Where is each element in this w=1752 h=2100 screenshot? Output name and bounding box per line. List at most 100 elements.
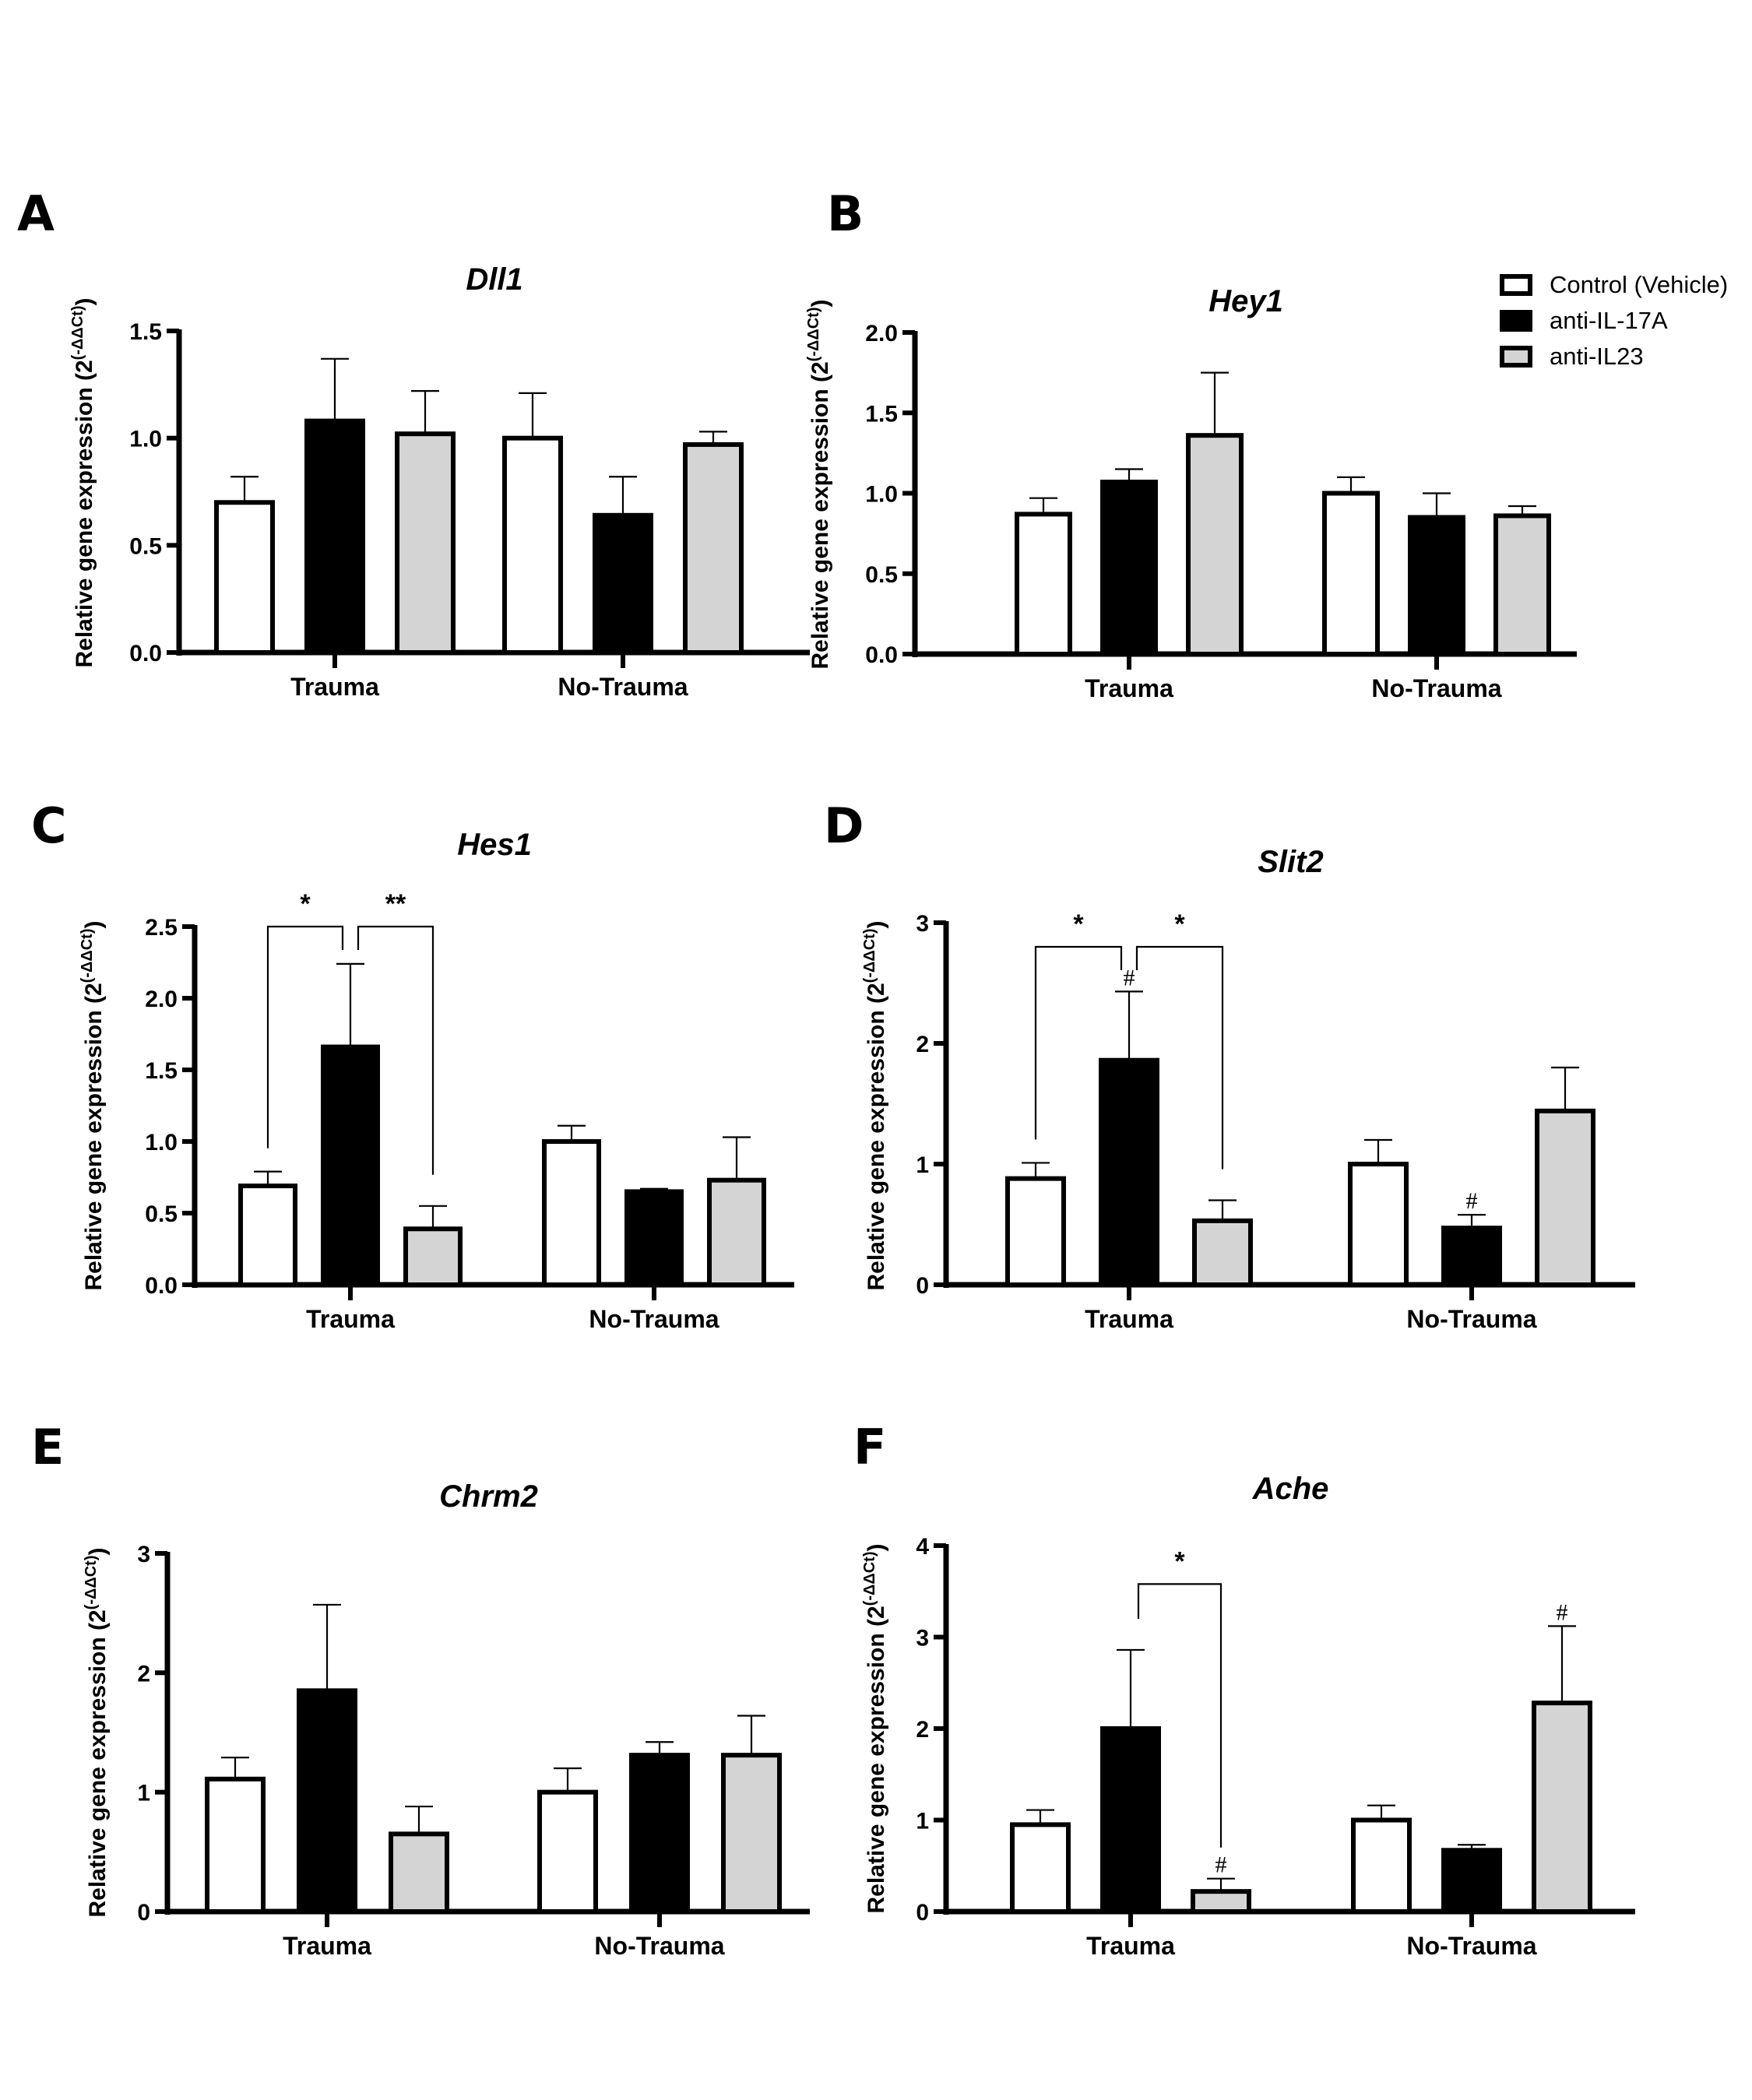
panel-letter: C	[31, 797, 67, 854]
x-tick-label: Trauma	[290, 673, 379, 701]
legend-label: Control (Vehicle)	[1550, 271, 1728, 298]
legend-swatch	[1500, 310, 1532, 332]
bar-anti-il23	[1493, 513, 1551, 656]
chart-title: Slit2	[1258, 845, 1323, 879]
x-tick-label: Trauma	[283, 1932, 371, 1960]
y-tick-label: 0.0	[145, 1273, 178, 1299]
legend-swatch	[1500, 346, 1532, 368]
panel-f: F Ache Relative gene expression (2(-ΔΔCt))…	[853, 1419, 1635, 1960]
bar-anti-il23	[683, 441, 744, 656]
chart-title: Hes1	[457, 828, 532, 862]
y-axis-label-main: Relative gene expression (2	[864, 983, 889, 1290]
y-axis-label-superscript: (-ΔΔCt)	[861, 1551, 878, 1606]
bar-control	[205, 1776, 266, 1915]
bar-anti-il17a	[1441, 1848, 1502, 1914]
panel-letter: B	[827, 185, 864, 242]
y-tick-label: 2.5	[145, 915, 178, 941]
bar-control	[1348, 1162, 1409, 1287]
bar-anti-il23	[1192, 1218, 1253, 1287]
significance-label: *	[1073, 909, 1084, 939]
y-tick-label: 1.0	[129, 427, 162, 452]
y-tick-label: 0.0	[129, 641, 162, 667]
x-tick-label: No-Trauma	[1406, 1932, 1536, 1960]
x-tick-label: Trauma	[1085, 1305, 1173, 1333]
legend-item: Control (Vehicle)	[1500, 271, 1728, 298]
panel-c: C Hes1 Relative gene expression (2(-ΔΔCt))…	[31, 797, 794, 1333]
y-tick-label: 1.0	[865, 482, 898, 508]
panel-d: D Slit2 Relative gene expression (2(-ΔΔCt)…	[824, 797, 1635, 1333]
hash-marker: #	[1215, 1852, 1227, 1878]
significance-bracket	[357, 925, 434, 1175]
bar-anti-il17a	[1100, 1726, 1161, 1914]
bar-anti-il17a	[1100, 480, 1158, 656]
y-axis-label-superscript: (-ΔΔCt)	[79, 928, 96, 983]
y-axis-label-main: Relative gene expression (2	[85, 1609, 111, 1917]
y-tick-label: 0.5	[129, 533, 162, 559]
y-axis-label-close: )	[85, 1547, 111, 1555]
y-tick-label: 2	[137, 1661, 150, 1687]
y-axis-label-main: Relative gene expression (2	[81, 983, 107, 1290]
y-tick-label: 2.0	[865, 321, 898, 346]
bar-anti-il17a	[1441, 1226, 1502, 1288]
significance-label: **	[385, 889, 406, 919]
significance-bracket	[1137, 1583, 1223, 1848]
panel-letter: D	[824, 797, 864, 854]
y-axis-label: Relative gene expression (2(-ΔΔCt))	[79, 920, 107, 1290]
bar-anti-il17a	[1408, 515, 1465, 656]
bar-control	[1005, 1176, 1066, 1287]
bar-anti-il17a	[624, 1189, 684, 1288]
significance-bracket	[1034, 945, 1123, 1140]
bar-anti-il23	[707, 1177, 766, 1288]
y-tick-label: 1.0	[145, 1130, 178, 1156]
x-tick-label: No-Trauma	[558, 673, 688, 701]
legend-label: anti-IL-17A	[1550, 307, 1668, 334]
panel-letter: F	[853, 1419, 886, 1476]
y-tick-label: 4	[916, 1534, 929, 1560]
y-tick-label: 1.5	[129, 319, 162, 345]
bar-anti-il23	[395, 431, 456, 655]
y-tick-label: 0.5	[865, 562, 898, 588]
significance-label: *	[1174, 909, 1185, 939]
significance-label: *	[300, 889, 311, 919]
bar-control	[542, 1139, 601, 1287]
bar-anti-il23	[1532, 1701, 1592, 1915]
bar-anti-il17a	[1099, 1057, 1159, 1287]
significance-bracket	[266, 925, 344, 1148]
y-axis-label-superscript: (-ΔΔCt)	[861, 928, 878, 983]
bar-anti-il23	[1186, 433, 1244, 656]
x-tick-label: No-Trauma	[1371, 674, 1501, 702]
significance-bracket	[1135, 945, 1224, 1170]
bar-control	[1322, 491, 1380, 656]
y-tick-label: 2	[916, 1032, 929, 1057]
y-axis-label-close: )	[72, 297, 97, 305]
y-axis-label-main: Relative gene expression (2	[864, 1606, 889, 1913]
chart-title: Hey1	[1208, 284, 1283, 318]
y-axis-label-close: )	[864, 920, 889, 928]
y-axis-label: Relative gene expression (2(-ΔΔCt))	[805, 299, 833, 669]
x-tick-label: Trauma	[1086, 1932, 1175, 1960]
bar-anti-il17a	[321, 1044, 380, 1288]
bar-anti-il23	[403, 1226, 463, 1287]
significance-label: *	[1174, 1546, 1185, 1576]
bar-anti-il17a	[304, 418, 365, 655]
bar-control	[502, 435, 563, 656]
chart-title: Ache	[1252, 1472, 1329, 1506]
x-tick-label: No-Trauma	[1406, 1305, 1536, 1333]
y-tick-label: 1	[137, 1781, 150, 1806]
y-axis-label: Relative gene expression (2(-ΔΔCt))	[861, 920, 889, 1290]
bar-anti-il17a	[297, 1688, 357, 1914]
chart-title: Chrm2	[439, 1479, 538, 1514]
bar-control	[238, 1184, 297, 1288]
legend-item: anti-IL-17A	[1500, 307, 1668, 334]
y-axis-label-main: Relative gene expression (2	[807, 361, 833, 669]
hash-marker: #	[1124, 965, 1135, 990]
bar-anti-il17a	[593, 512, 653, 656]
legend-item: anti-IL23	[1500, 343, 1644, 370]
y-axis-label-close: )	[81, 920, 107, 928]
y-axis-label: Relative gene expression (2(-ΔΔCt))	[83, 1547, 111, 1917]
y-axis-label-superscript: (-ΔΔCt)	[805, 307, 822, 361]
y-axis-label-main: Relative gene expression (2	[72, 360, 97, 667]
bar-anti-il23	[389, 1831, 449, 1914]
y-tick-label: 3	[916, 911, 929, 937]
